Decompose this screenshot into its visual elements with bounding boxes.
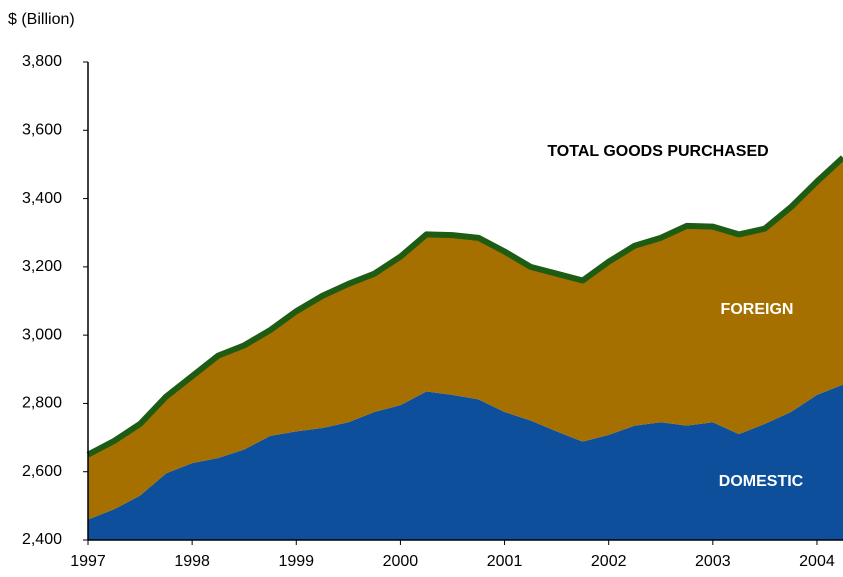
x-tick-label: 2002 [591,553,627,570]
x-tick-label: 2000 [383,553,419,570]
x-tick-label: 1997 [70,553,106,570]
y-tick-label: 3,400 [22,190,62,207]
x-tick-label: 2003 [695,553,731,570]
y-tick-label: 3,800 [22,53,62,70]
x-tick-label: 1999 [278,553,314,570]
y-tick-label: 2,600 [22,463,62,480]
x-tick-label: 2001 [487,553,523,570]
y-tick-label: 2,400 [22,531,62,548]
area [88,384,843,540]
total-label: TOTAL GOODS PURCHASED [547,143,768,160]
y-axis-label: $ (Billion) [8,11,75,28]
series-label: DOMESTIC [719,473,804,490]
total-line [86,155,843,458]
x-tick-label: 2004 [799,553,835,570]
y-tick-label: 3,000 [22,326,62,343]
y-tick-label: 2,800 [22,395,62,412]
x-tick-label: 1998 [174,553,210,570]
y-tick-label: 3,200 [22,258,62,275]
series-label: FOREIGN [721,301,794,318]
y-tick-label: 3,600 [22,122,62,139]
area [88,157,843,520]
